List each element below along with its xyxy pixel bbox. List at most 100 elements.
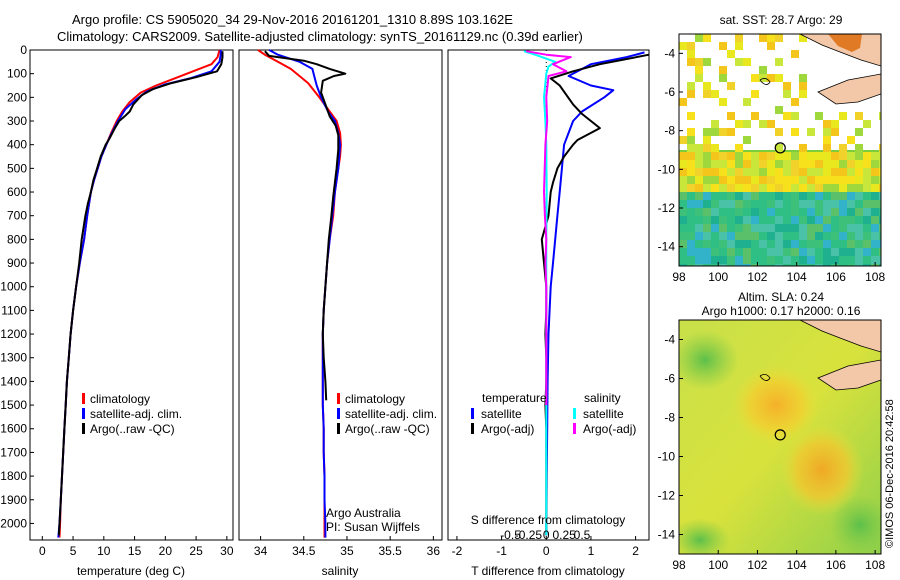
sst-cell	[839, 256, 847, 264]
sst-cell	[735, 216, 743, 224]
sst-cell	[799, 74, 807, 82]
temperature-x-tick-label: 15	[128, 544, 142, 558]
sst-cell	[815, 248, 823, 256]
salinity-x-tick-label: 36	[427, 544, 441, 558]
sst-cell	[727, 208, 735, 216]
sst-cell	[759, 34, 767, 42]
sst-cell	[727, 128, 735, 136]
sst-cell	[831, 208, 839, 216]
sst-cell	[871, 192, 879, 200]
sst-cell	[847, 208, 855, 216]
sst-cell	[687, 184, 695, 192]
legend-label-s-satellite: satellite	[583, 407, 624, 421]
salinity-axis-label: salinity	[322, 564, 359, 578]
sst-cell	[711, 208, 719, 216]
sst-cell	[847, 192, 855, 200]
sst-cell	[767, 74, 775, 82]
temperature-x-tick-label: 10	[97, 544, 111, 558]
difference-x-tick-label: -2	[452, 544, 463, 558]
sst-cell	[831, 232, 839, 240]
longitude-tick-label: 98	[672, 558, 686, 572]
sst-map: sat. SST: 28.7 Argo: 29 98 100 102 104 106 10…	[658, 13, 886, 284]
sst-cell	[775, 192, 783, 200]
sst-cell	[767, 224, 775, 232]
sst-cell	[879, 144, 881, 152]
sst-cell	[703, 152, 711, 160]
sst-cell	[719, 208, 727, 216]
sst-cell	[735, 240, 743, 248]
legend-label-argo: Argo(..raw -QC)	[345, 422, 430, 436]
sst-cell	[879, 256, 881, 264]
sst-cell	[855, 176, 863, 184]
sst-cell	[711, 90, 719, 98]
sst-cell	[839, 264, 847, 266]
sst-cell	[855, 248, 863, 256]
sst-contour	[759, 78, 771, 85]
sst-cell	[687, 264, 695, 266]
sst-cell	[871, 224, 879, 232]
sst-cell	[679, 192, 687, 200]
sst-cell	[831, 256, 839, 264]
sst-cell	[879, 200, 881, 208]
legend-swatch-climatology	[82, 393, 85, 404]
sst-cell	[799, 144, 807, 152]
sst-cell	[863, 184, 871, 192]
sst-cell	[711, 256, 719, 264]
sst-cell	[735, 144, 743, 152]
sst-cell	[687, 248, 695, 256]
temperature-x-tick-label: 0	[39, 544, 46, 558]
sst-cell	[823, 128, 831, 136]
sst-cell	[823, 168, 831, 176]
sst-cell	[807, 176, 815, 184]
sst-cell	[687, 82, 695, 90]
sst-cell	[687, 200, 695, 208]
sst-cell	[727, 192, 735, 200]
sst-cell	[751, 160, 759, 168]
sst-cell	[743, 176, 751, 184]
sst-cell	[775, 160, 783, 168]
sst-cell	[759, 216, 767, 224]
sst-cell	[743, 136, 751, 144]
sst-cell	[775, 200, 783, 208]
depth-tick-label: 1400	[0, 374, 27, 388]
difference-panel: -2 -1 0 1 2 -0.5-0.25 0 0.250.5 S difference f…	[447, 49, 650, 578]
sst-cell	[791, 192, 799, 200]
sst-cell	[743, 98, 751, 106]
sst-cell	[687, 160, 695, 168]
sst-cell	[791, 224, 799, 232]
sst-cell	[759, 66, 767, 74]
sst-cell	[727, 184, 735, 192]
latitude-tick-label: -6	[664, 85, 675, 99]
sst-cell	[743, 256, 751, 264]
sst-cell	[879, 240, 881, 248]
temperature-plot-frame	[29, 49, 234, 541]
sst-cell	[815, 152, 823, 160]
sst-cell	[791, 240, 799, 248]
depth-tick-label: 1700	[0, 445, 27, 459]
sst-cell	[823, 240, 831, 248]
sst-cell	[679, 98, 687, 106]
sst-cell	[727, 50, 735, 58]
sst-cell	[775, 152, 783, 160]
sst-cell	[863, 256, 871, 264]
sst-cell	[871, 208, 879, 216]
sst-cell	[687, 232, 695, 240]
sst-cell	[751, 152, 759, 160]
sst-cell	[743, 208, 751, 216]
argo-position-marker	[774, 142, 786, 154]
sst-cell	[735, 232, 743, 240]
legend-label-argo: Argo(..raw -QC)	[90, 422, 175, 436]
sst-cell	[759, 160, 767, 168]
difference-x-tick-label: 2	[632, 544, 639, 558]
sst-cell	[847, 224, 855, 232]
sst-cell	[743, 248, 751, 256]
sst-cell	[807, 232, 815, 240]
sst-cell	[799, 248, 807, 256]
longitude-tick-label: 100	[708, 558, 728, 572]
sst-cell	[815, 208, 823, 216]
sst-cell	[719, 232, 727, 240]
sst-cell	[719, 74, 727, 82]
latitude-tick-label: -14	[658, 528, 676, 542]
sst-cell	[847, 264, 855, 266]
